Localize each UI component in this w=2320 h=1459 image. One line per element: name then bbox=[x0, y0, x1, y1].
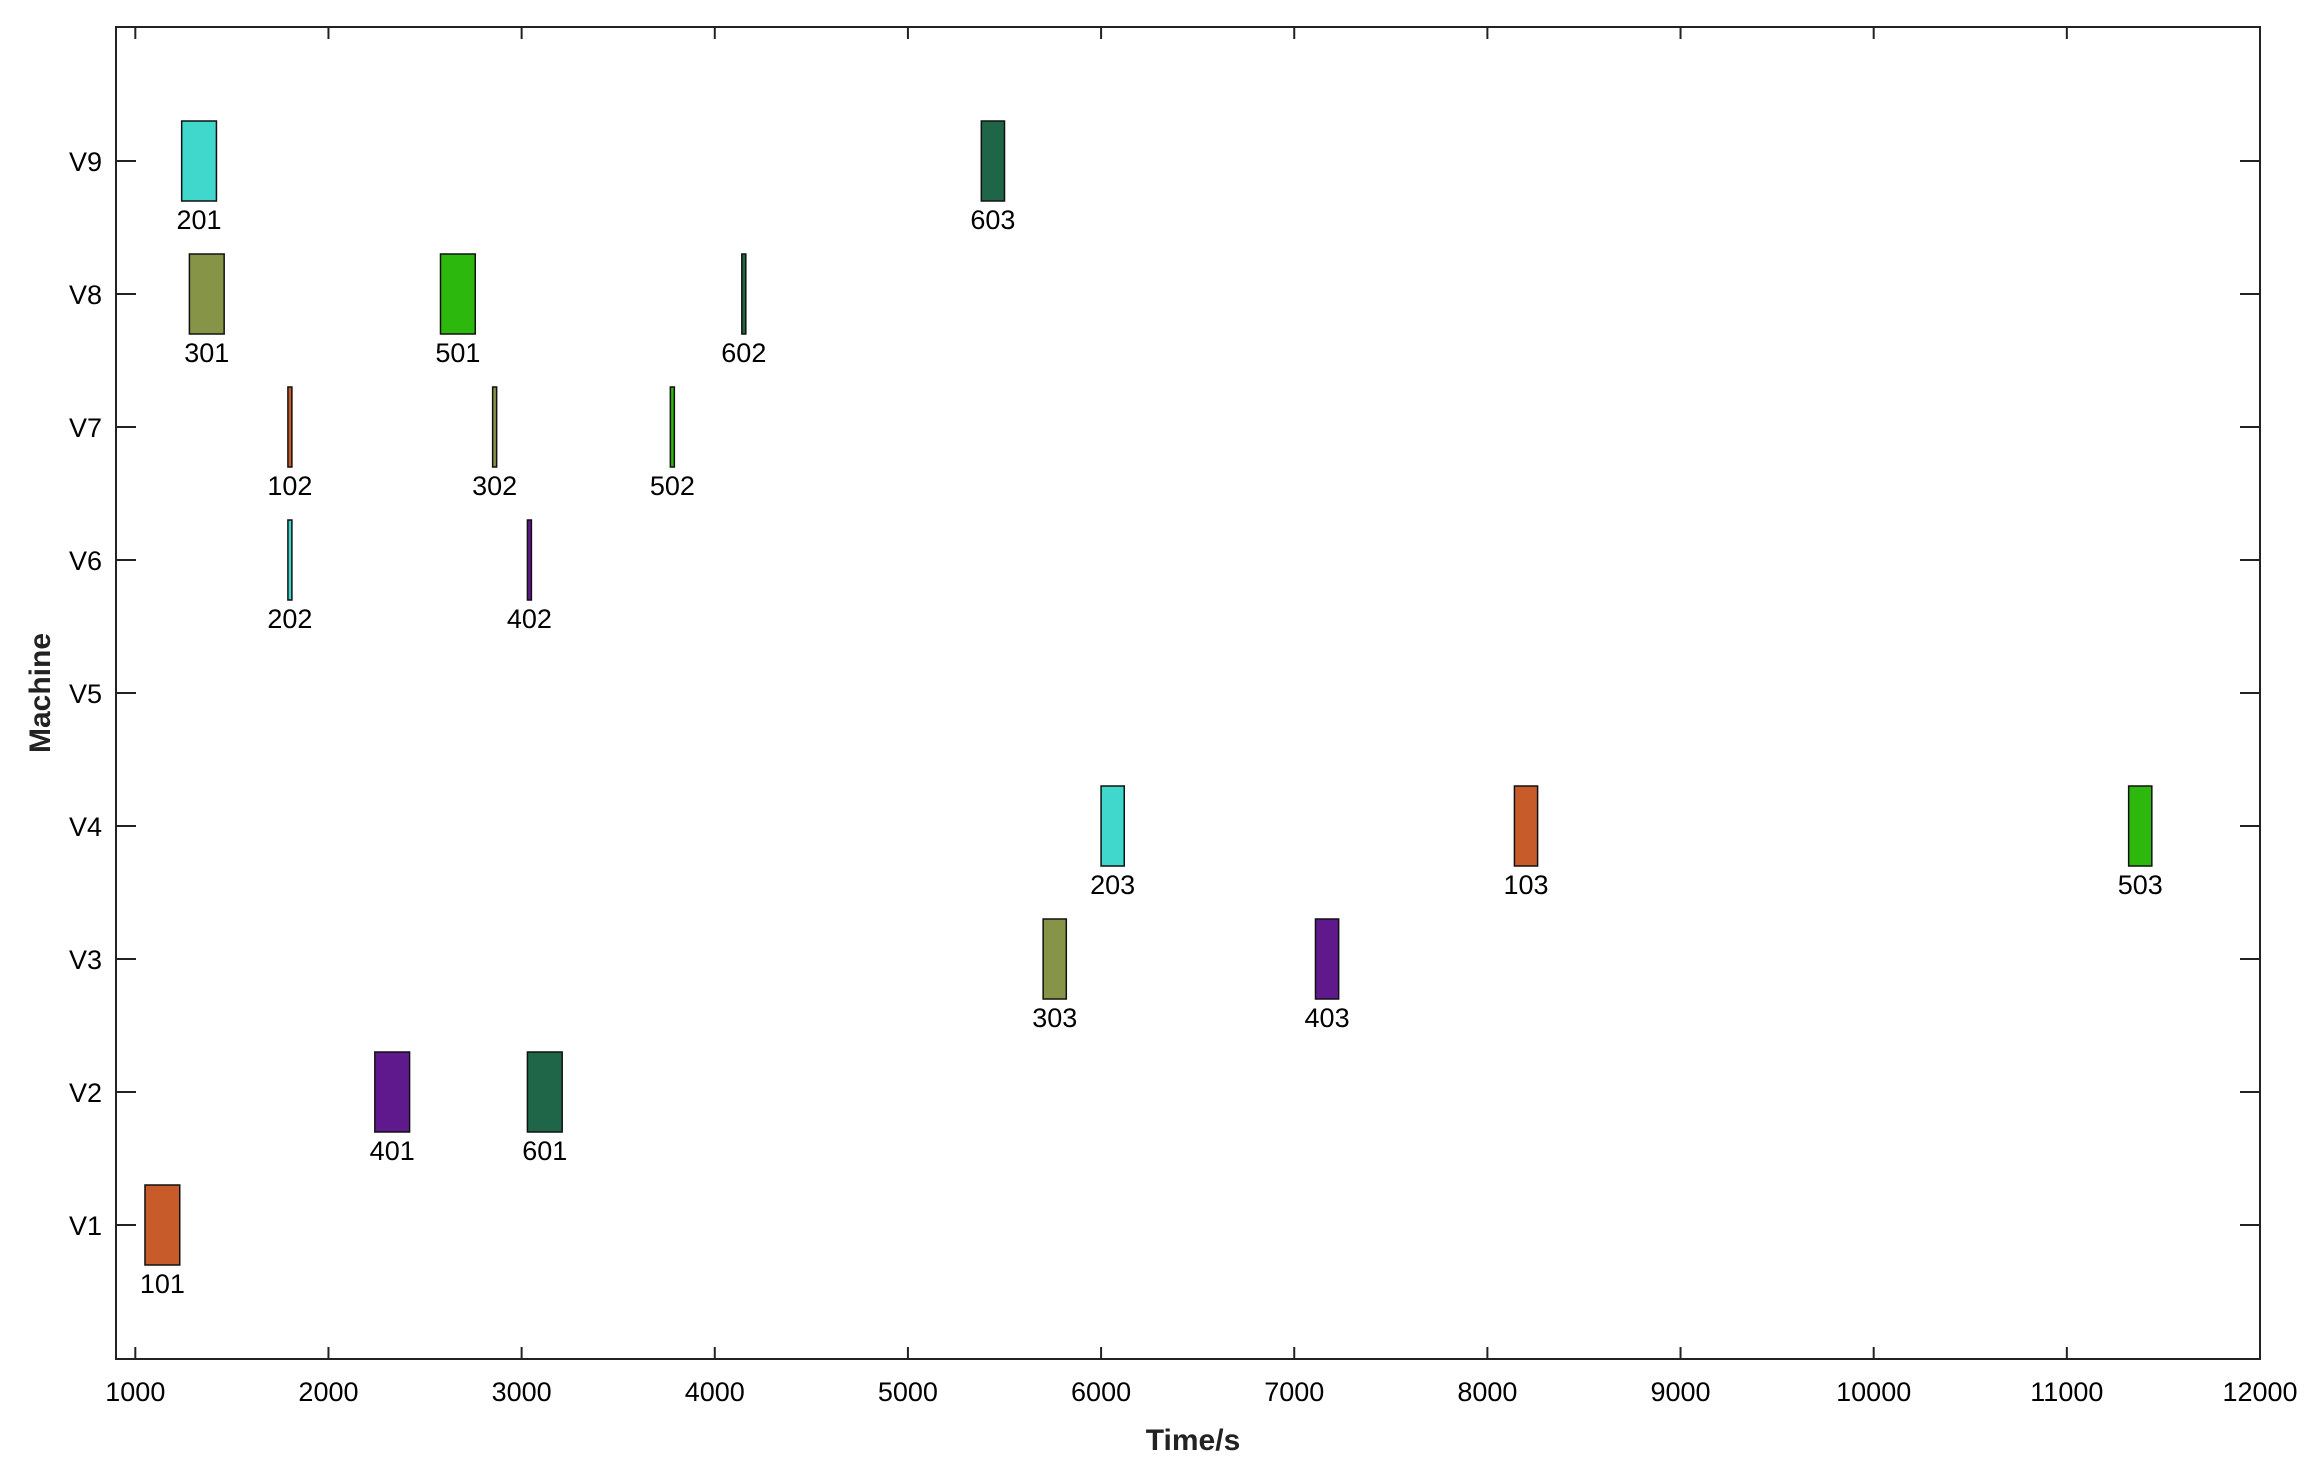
task-bar-102 bbox=[287, 386, 293, 468]
y-tick-label: V4 bbox=[69, 812, 102, 842]
y-tick-label: V6 bbox=[69, 546, 102, 576]
task-label-203: 203 bbox=[1090, 870, 1135, 900]
x-tick-label: 10000 bbox=[1836, 1377, 1911, 1407]
task-label-402: 402 bbox=[507, 604, 552, 634]
x-tick-label: 9000 bbox=[1651, 1377, 1711, 1407]
task-bar-303 bbox=[1042, 918, 1068, 1000]
task-label-602: 602 bbox=[721, 338, 766, 368]
task-bar-601 bbox=[526, 1051, 563, 1133]
y-tick-label: V9 bbox=[69, 147, 102, 177]
y-tick-label: V1 bbox=[69, 1211, 102, 1241]
x-tick-label: 5000 bbox=[878, 1377, 938, 1407]
task-label-302: 302 bbox=[472, 471, 517, 501]
task-bar-301 bbox=[188, 253, 225, 335]
x-axis-ticks: 1000 2000 3000 4000 5000 6000 7000 8000 9000 1000… bbox=[105, 27, 2298, 1407]
y-tick-label: V5 bbox=[69, 679, 102, 709]
task-label-202: 202 bbox=[267, 604, 312, 634]
y-axis-title: Machine bbox=[24, 633, 57, 753]
task-bar-302 bbox=[491, 386, 498, 468]
x-tick-label: 11000 bbox=[2030, 1377, 2103, 1407]
task-label-103: 103 bbox=[1503, 870, 1548, 900]
task-label-102: 102 bbox=[267, 471, 312, 501]
task-label-403: 403 bbox=[1305, 1003, 1350, 1033]
y-axis-ticks: V1 V2 V3 V4 V5 V6 V7 V8 V9 bbox=[69, 147, 2260, 1241]
x-tick-label: 6000 bbox=[1071, 1377, 1131, 1407]
task-bar-502 bbox=[669, 386, 676, 468]
task-bar-603 bbox=[980, 120, 1006, 202]
task-bar-403 bbox=[1314, 918, 1340, 1000]
x-tick-label: 1000 bbox=[105, 1377, 165, 1407]
task-bar-503 bbox=[2127, 785, 2153, 867]
task-bar-402 bbox=[526, 519, 533, 601]
y-tick-label: V8 bbox=[69, 280, 102, 310]
task-label-301: 301 bbox=[184, 338, 229, 368]
task-label-601: 601 bbox=[522, 1136, 567, 1166]
plot-frame bbox=[115, 26, 2261, 1360]
task-label-603: 603 bbox=[970, 205, 1015, 235]
task-label-501: 501 bbox=[435, 338, 480, 368]
task-bar-202 bbox=[287, 519, 293, 601]
task-bar-201 bbox=[180, 120, 218, 202]
x-axis-title: Time/s bbox=[1146, 1424, 1241, 1457]
y-tick-label: V2 bbox=[69, 1078, 102, 1108]
x-tick-label: 7000 bbox=[1264, 1377, 1324, 1407]
x-tick-label: 12000 bbox=[2222, 1377, 2297, 1407]
x-tick-label: 8000 bbox=[1457, 1377, 1517, 1407]
x-tick-label: 4000 bbox=[685, 1377, 745, 1407]
task-bar-401 bbox=[374, 1051, 411, 1133]
task-label-503: 503 bbox=[2118, 870, 2163, 900]
task-bar-501 bbox=[439, 253, 477, 335]
x-tick-label: 3000 bbox=[492, 1377, 552, 1407]
task-bar-103 bbox=[1513, 785, 1539, 867]
x-tick-label: 2000 bbox=[298, 1377, 358, 1407]
task-label-303: 303 bbox=[1032, 1003, 1077, 1033]
task-label-201: 201 bbox=[177, 205, 222, 235]
y-tick-label: V7 bbox=[69, 413, 102, 443]
y-tick-label: V3 bbox=[69, 945, 102, 975]
task-bar-101 bbox=[144, 1184, 181, 1266]
task-label-401: 401 bbox=[370, 1136, 415, 1166]
task-label-101: 101 bbox=[140, 1269, 185, 1299]
task-bar-203 bbox=[1100, 785, 1126, 867]
task-bars: 101 102 103 201 202 203 301 302 303 401 402 403 501 5… bbox=[140, 120, 2163, 1299]
task-bar-602 bbox=[741, 253, 747, 335]
task-label-502: 502 bbox=[650, 471, 695, 501]
